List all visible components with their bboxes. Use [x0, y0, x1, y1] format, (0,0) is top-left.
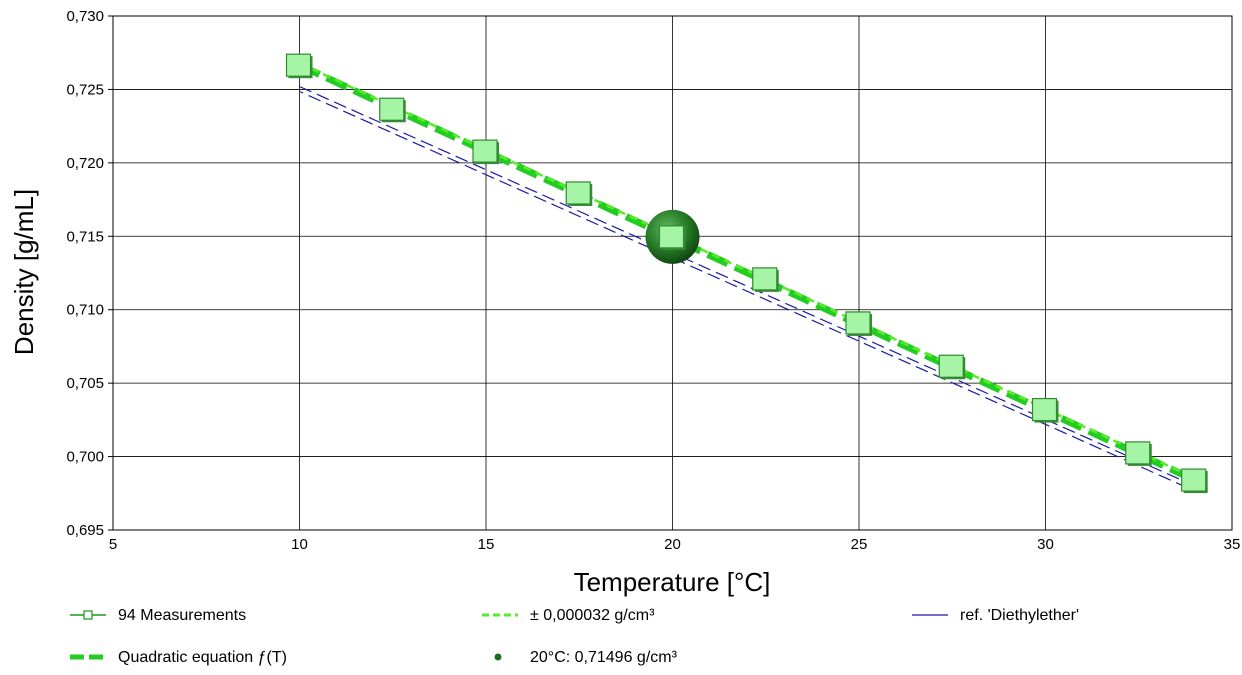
plot-frame [112, 15, 1233, 531]
x-tick-label: 35 [1224, 536, 1241, 553]
x-axis-title: Temperature [°C] [574, 567, 771, 597]
measurement-marker [379, 97, 405, 121]
axis-labels: Temperature [°C] Density [g/mL] [9, 189, 770, 597]
series [285, 53, 1208, 494]
measurement-marker [1181, 468, 1207, 492]
y-tick-label: 0,705 [66, 375, 104, 392]
measurement-marker [938, 354, 964, 378]
legend: 94 Measurements ± 0,000032 g/cm³ ref. 'Die… [70, 607, 1079, 666]
legend-item: ± 0,000032 g/cm³ [482, 607, 655, 624]
y-tick-label: 0,730 [66, 8, 104, 25]
axes: 5 10 15 20 25 30 35 0,695 0,700 0,705 0,710 0,715 0,… [66, 8, 1240, 553]
x-tick-label: 30 [1037, 536, 1054, 553]
reference-line-band [299, 90, 1195, 492]
y-tick-label: 0,710 [66, 302, 104, 319]
reference-line [299, 85, 1195, 487]
x-tick-label: 20 [664, 536, 681, 553]
legend-swatch-dot [494, 653, 502, 661]
x-tick-label: 15 [478, 536, 495, 553]
measurement-marker [285, 53, 312, 77]
legend-label: ± 0,000032 g/cm³ [530, 607, 655, 624]
y-tick-label: 0,725 [66, 81, 104, 98]
measurement-marker [472, 139, 498, 163]
y-tick-label: 0,700 [66, 449, 104, 466]
measurement-marker [752, 267, 778, 291]
legend-label: 20°C: 0,71496 g/cm³ [530, 649, 678, 666]
legend-item: 20°C: 0,71496 g/cm³ [494, 649, 678, 666]
y-tick-label: 0,720 [66, 155, 104, 172]
legend-label: 94 Measurements [118, 607, 246, 624]
legend-item: 94 Measurements [70, 607, 246, 624]
x-tick-label: 5 [109, 536, 117, 553]
legend-item: Quadratic equation ƒ(T) [70, 649, 287, 666]
legend-label: ref. 'Diethylether' [960, 607, 1079, 624]
y-axis-title: Density [g/mL] [9, 189, 39, 355]
legend-swatch-marker [83, 610, 93, 620]
measurement-marker [845, 311, 871, 335]
legend-item: ref. 'Diethylether' [912, 607, 1079, 624]
measurement-marker [1125, 441, 1151, 465]
measurement-marker [658, 225, 685, 249]
legend-label: Quadratic equation ƒ(T) [118, 649, 287, 666]
quadratic-fit-line [298, 62, 1197, 484]
y-tick-label: 0,715 [66, 228, 104, 245]
y-tick-label: 0,695 [66, 522, 104, 539]
grid [112, 15, 1233, 531]
measurement-marker [565, 181, 591, 205]
x-tick-label: 10 [291, 536, 308, 553]
measurement-marker [1031, 397, 1058, 422]
x-tick-label: 25 [851, 536, 868, 553]
